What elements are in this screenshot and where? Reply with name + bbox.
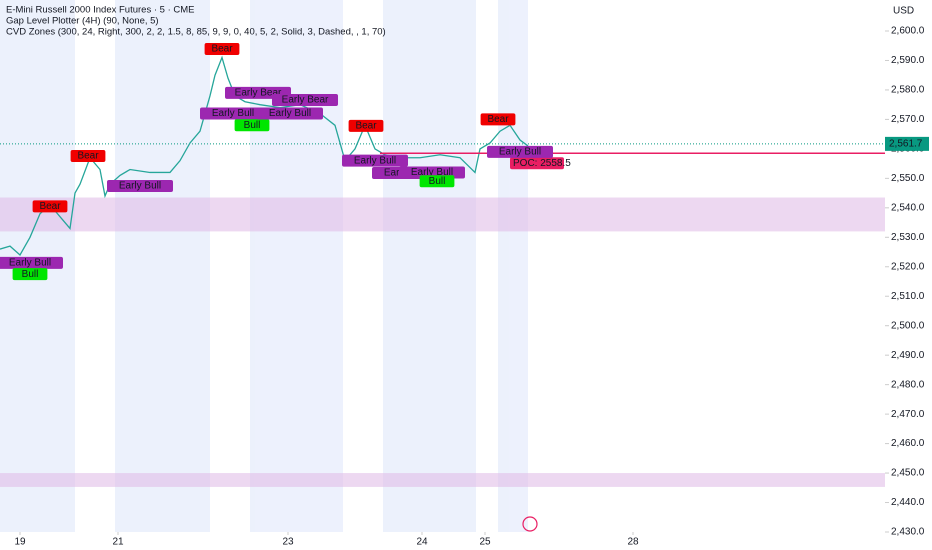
signal-text: Bull [429, 176, 446, 187]
zone [0, 197, 885, 232]
signal-label [419, 175, 455, 188]
signal-text: Bear [211, 44, 233, 55]
signal-label [272, 93, 338, 106]
y-tick-label: 2,600.0 [891, 26, 925, 37]
signal-label [70, 149, 106, 162]
signal-text: Bear [39, 201, 61, 212]
x-tick-label: 28 [627, 537, 639, 548]
y-tick-label: 2,500.0 [891, 320, 925, 331]
event-icon[interactable] [522, 516, 538, 532]
signal-text: Early Bear [235, 88, 282, 99]
signal-label [480, 113, 516, 126]
signal-label [12, 268, 48, 281]
signal-label [107, 180, 173, 193]
y-tick-label: 2,570.0 [891, 114, 925, 125]
signal-label [0, 256, 63, 269]
poc-tag [510, 157, 564, 170]
signal-text: Early Bear [282, 95, 329, 106]
y-tick-label: 2,530.0 [891, 232, 925, 243]
signal-text: Bear [355, 121, 377, 132]
y-tick-label: 2,440.0 [891, 497, 925, 508]
signal-text: Early Bull [119, 181, 161, 192]
x-tick-label: 19 [14, 537, 26, 548]
zone [0, 473, 885, 487]
signal-text: Bear [487, 114, 509, 125]
price-line [0, 55, 529, 256]
signal-label [32, 200, 68, 213]
poc-label: POC: 2558.5 [513, 158, 571, 169]
y-tick-label: 2,480.0 [891, 379, 925, 390]
signal-label [234, 119, 270, 132]
indicator-label: Gap Level Plotter (4H) (90, None, 5) [6, 16, 159, 27]
signal-label [342, 154, 408, 167]
x-tick-label: 23 [282, 537, 294, 548]
currency: USD [893, 6, 914, 17]
indicator-label: CVD Zones (300, 24, Right, 300, 2, 2, 1.… [6, 27, 386, 38]
y-tick-label: 2,540.0 [891, 202, 925, 213]
y-tick-label: 2,460.0 [891, 438, 925, 449]
y-tick-label: 2,590.0 [891, 55, 925, 66]
signal-label [200, 107, 266, 120]
y-tick-label: 2,450.0 [891, 468, 925, 479]
signal-text: Early Bull [212, 108, 254, 119]
y-tick-label: 2,580.0 [891, 85, 925, 96]
signal-label [348, 119, 384, 132]
y-tick-label: 2,510.0 [891, 291, 925, 302]
session-band [115, 0, 210, 532]
signal-text: Bull [22, 269, 39, 280]
x-tick-label: 21 [112, 537, 124, 548]
signal-text: Early Bull [499, 146, 541, 157]
signal-label [204, 42, 240, 55]
signal-text: Early Bull [354, 155, 396, 166]
signal-label [257, 107, 323, 120]
session-bands [0, 0, 528, 532]
y-tick-label: 2,430.0 [891, 527, 925, 538]
chart-title: E-Mini Russell 2000 Index Futures · 5 · … [6, 5, 194, 16]
last-price-tag [885, 136, 929, 151]
session-band [498, 0, 528, 532]
x-tick-label: 25 [479, 537, 491, 548]
plot: 2,430.0 2,440.0 2,450.0 2,460.0 2,470.0 2,480… [0, 26, 929, 548]
signal-text: Early Bull [411, 167, 453, 178]
signal-text: Early Bull [9, 258, 51, 269]
signal-text: Early Bull [269, 108, 311, 119]
session-band [383, 0, 476, 532]
y-tick-label: 2,490.0 [891, 350, 925, 361]
signal-text: Bull [244, 120, 261, 131]
signal-text: Bear [77, 151, 99, 162]
x-tick-label: 24 [416, 537, 428, 548]
y-tick-label: 2,520.0 [891, 261, 925, 272]
session-band [250, 0, 343, 532]
y-tick-label: 2,470.0 [891, 409, 925, 420]
y-tick-label: 2,550.0 [891, 173, 925, 184]
signal-label [487, 145, 553, 158]
last-price-label: 2,561.7 [889, 139, 923, 150]
